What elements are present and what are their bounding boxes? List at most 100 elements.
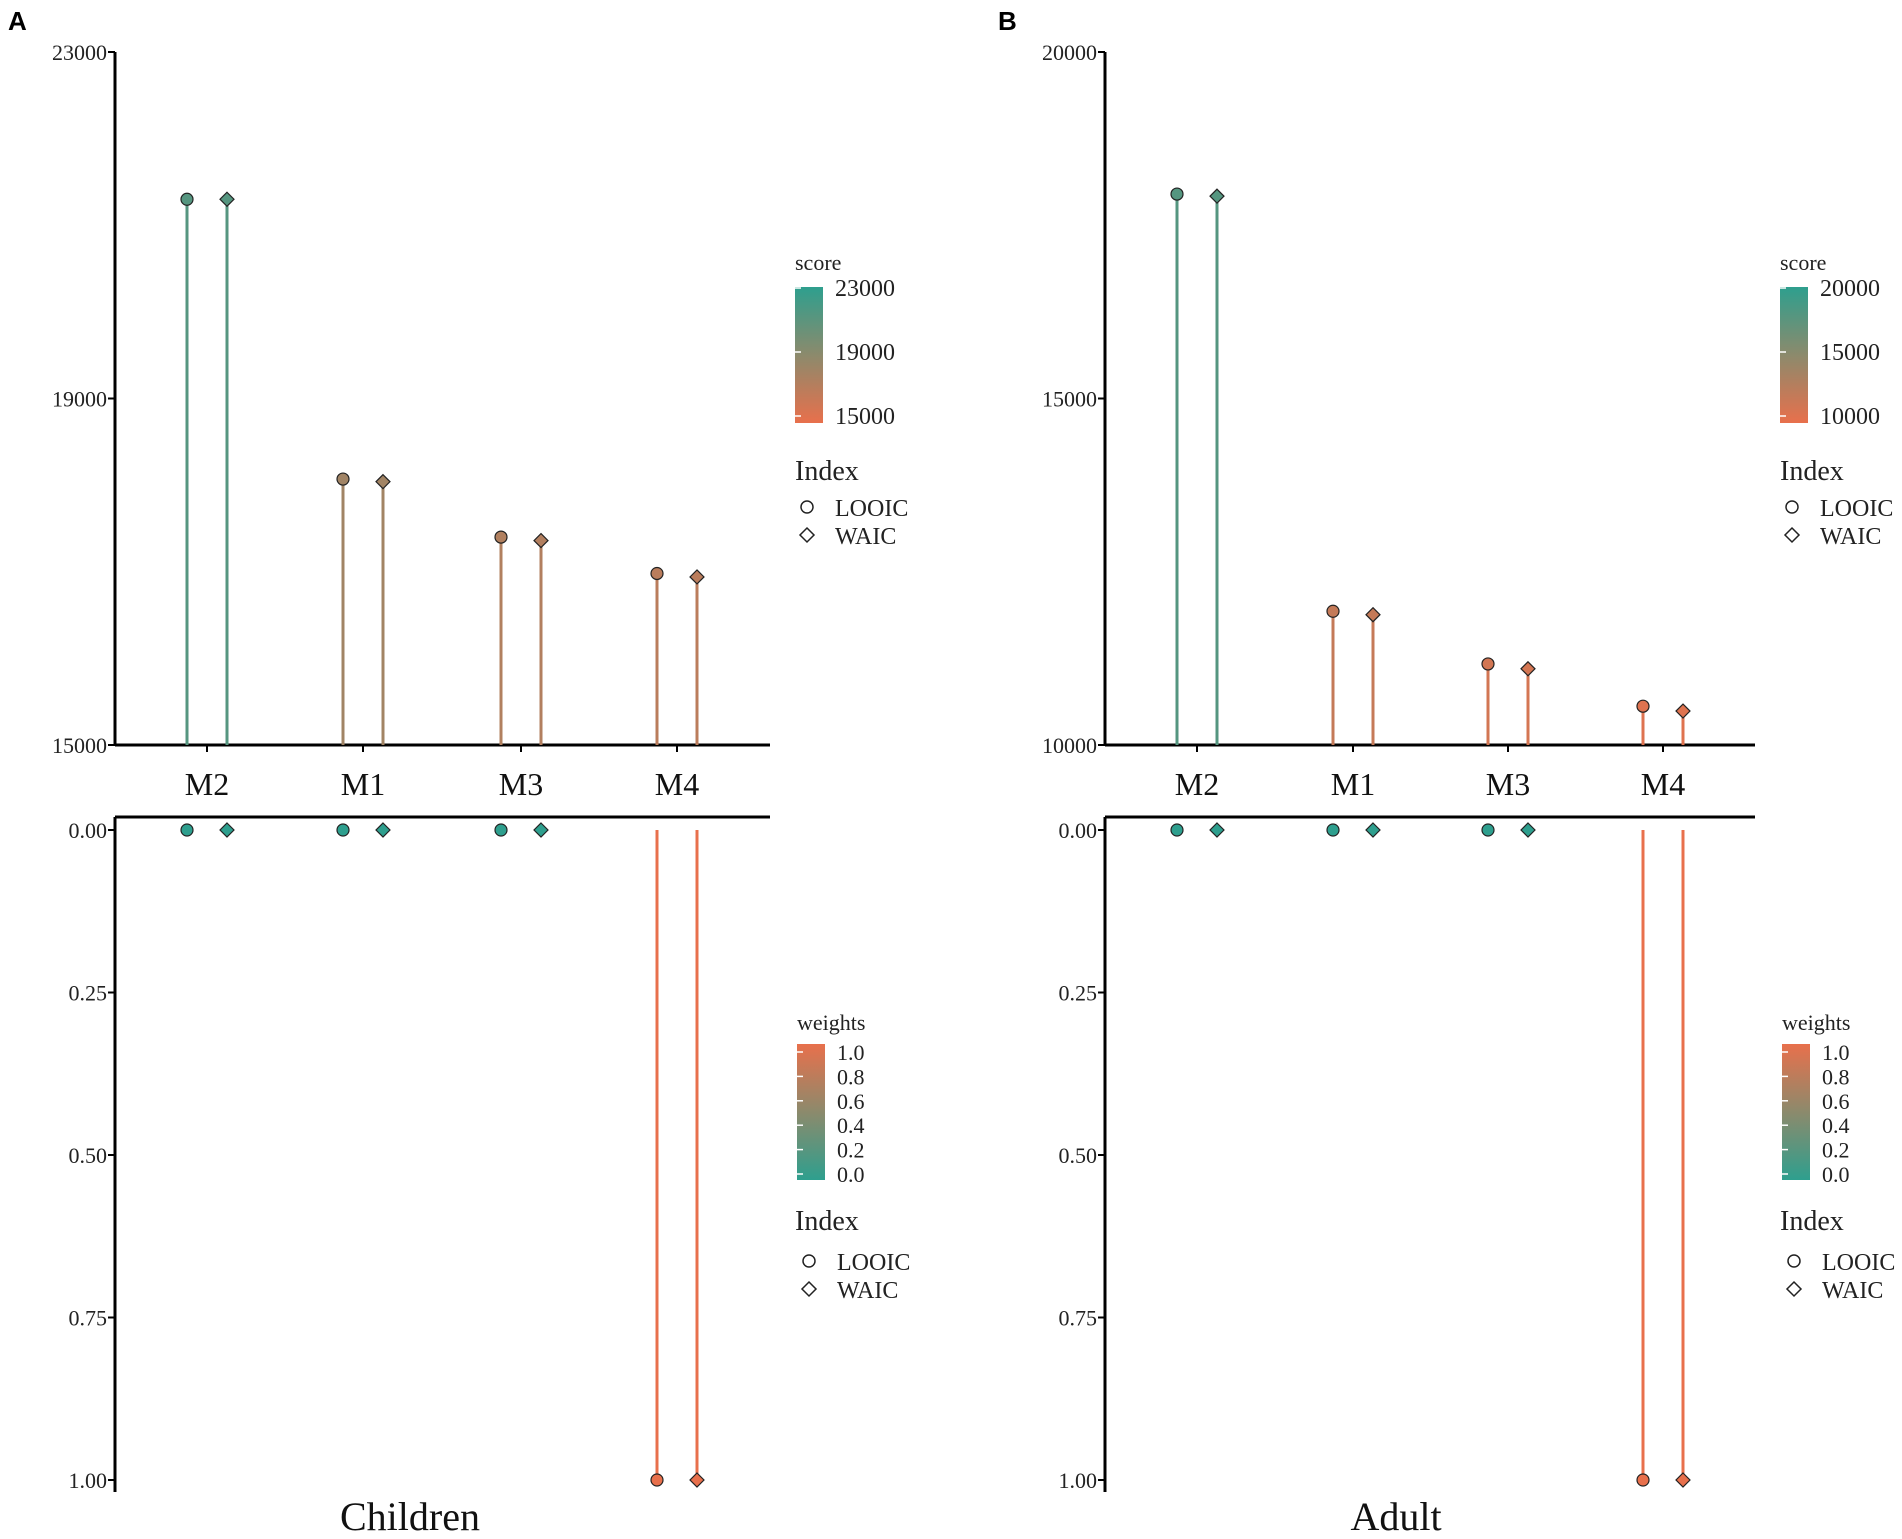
score-point-waic: [1520, 660, 1536, 677]
score-point-waic: [1675, 703, 1691, 719]
score-y-tick-label: 23000: [52, 40, 107, 65]
weights-y-tick-label: 0.00: [1059, 818, 1098, 843]
score-plot: 10000 15000 20000 M2 M1 M3 M4: [1042, 40, 1755, 802]
legend-index-label: WAIC: [1822, 1278, 1883, 1304]
score-point-waic: [375, 473, 391, 490]
score-y-tick-label: 15000: [52, 733, 107, 758]
score-point-looic: [180, 192, 194, 206]
weights-plot: 0.00 0.25 0.50 0.75 1.00: [1059, 815, 1755, 1493]
weights-point-waic: [1365, 822, 1381, 838]
legend-weights-label: 0.0: [837, 1162, 865, 1187]
legend-score-label: 19000: [835, 340, 895, 366]
weights-point-waic: [1520, 822, 1536, 838]
score-point-waic: [533, 532, 549, 549]
legend-circle-icon: [1785, 500, 1799, 514]
weights-point-looic: [1481, 823, 1495, 837]
legend-index-title: Index: [1780, 456, 1844, 487]
legend-index-title: Index: [795, 1206, 859, 1237]
weights-colorbar: [1782, 1044, 1810, 1180]
weights-point-looic: [336, 823, 350, 837]
legend-score-title: score: [1780, 250, 1826, 275]
score-y-tick-label: 10000: [1042, 733, 1097, 758]
weights-point-looic: [650, 1473, 664, 1487]
score-point-waic: [1365, 606, 1381, 623]
score-y-tick-label: 15000: [1042, 387, 1097, 412]
category-label: M4: [655, 766, 699, 802]
legend-score-label: 10000: [1820, 404, 1880, 430]
score-y-tick-label: 20000: [1042, 40, 1097, 65]
score-point-looic: [1170, 187, 1184, 201]
legend-circle-icon: [802, 1254, 816, 1268]
legend-weights-label: 0.2: [1822, 1138, 1850, 1163]
weights-point-waic: [219, 822, 235, 838]
legend-score-label: 15000: [835, 404, 895, 430]
weights-y-tick-label: 1.00: [1059, 1468, 1098, 1493]
legend-score-label: 20000: [1820, 276, 1880, 302]
legend-diamond-icon: [1783, 526, 1801, 544]
weights-point-looic: [180, 823, 194, 837]
weights-y-tick-label: 0.50: [1059, 1143, 1098, 1168]
weights-point-waic: [689, 1472, 705, 1488]
legend-diamond-icon: [798, 526, 816, 544]
weights-point-looic: [1326, 823, 1340, 837]
weights-point-waic: [1209, 822, 1225, 838]
category-label: M3: [499, 766, 543, 802]
legend-weights-label: 0.6: [837, 1089, 865, 1114]
legend-circle-icon: [800, 500, 814, 514]
category-label: M1: [1331, 766, 1375, 802]
legend-index-label: WAIC: [835, 524, 896, 550]
legend-index-label: WAIC: [1820, 524, 1881, 550]
score-point-looic: [1636, 699, 1650, 713]
panel-letter: B: [998, 6, 1017, 36]
legend-diamond-icon: [800, 1280, 818, 1298]
legend-weights-label: 0.0: [1822, 1162, 1850, 1187]
weights-point-waic: [375, 822, 391, 838]
weights-y-tick-label: 0.75: [69, 1306, 108, 1331]
score-point-waic: [689, 569, 705, 585]
group-label: Adult: [1350, 1494, 1441, 1539]
score-colorbar: [1780, 287, 1808, 423]
legend-weights-label: 1.0: [837, 1040, 865, 1065]
weights-y-tick-label: 1.00: [69, 1468, 108, 1493]
legend-weights-label: 0.8: [1822, 1064, 1850, 1089]
legend-score-label: 23000: [835, 276, 895, 302]
weights-y-tick-label: 0.25: [1059, 981, 1098, 1006]
legend-index-label: WAIC: [837, 1278, 898, 1304]
score-point-looic: [1326, 604, 1340, 618]
legend-weights-title: weights: [797, 1010, 865, 1035]
weights-point-waic: [1675, 1472, 1691, 1488]
category-label: M2: [185, 766, 229, 802]
legend-weights-label: 0.4: [837, 1113, 865, 1138]
weights-point-looic: [494, 823, 508, 837]
score-y-tick-label: 19000: [52, 387, 107, 412]
score-point-looic: [494, 530, 508, 544]
weights-y-tick-label: 0.50: [69, 1143, 108, 1168]
category-label: M1: [341, 766, 385, 802]
weights-y-tick-label: 0.00: [69, 818, 108, 843]
panel-b: B 10000 15000 20000 M2 M1 M3 M4 0.00 0.25 0.50 0.75…: [998, 6, 1895, 1539]
legend-weights-label: 0.4: [1822, 1113, 1850, 1138]
weights-colorbar: [797, 1044, 825, 1180]
legends: score230001900015000IndexLOOICWAICweight…: [795, 250, 910, 1304]
legend-diamond-icon: [1785, 1280, 1803, 1298]
category-label: M3: [1486, 766, 1530, 802]
group-label: Children: [340, 1494, 480, 1539]
legends: score200001500010000IndexLOOICWAICweight…: [1780, 250, 1895, 1304]
legend-score-label: 15000: [1820, 340, 1880, 366]
weights-y-tick-label: 0.25: [69, 981, 108, 1006]
legend-score-title: score: [795, 250, 841, 275]
category-label: M4: [1641, 766, 1685, 802]
weights-point-looic: [1170, 823, 1184, 837]
legend-weights-label: 0.8: [837, 1064, 865, 1089]
score-point-looic: [650, 566, 664, 581]
score-point-waic: [1209, 188, 1225, 204]
panel-letter: A: [8, 6, 27, 36]
score-point-looic: [1481, 657, 1495, 671]
legend-weights-label: 0.6: [1822, 1089, 1850, 1114]
legend-index-label: LOOIC: [1820, 496, 1893, 522]
panel-a: A 15000 19000 23000 M2 M1 M3 M4 0.00 0.25 0.50 0.75…: [8, 6, 910, 1539]
weights-y-tick-label: 0.75: [1059, 1306, 1098, 1331]
legend-index-label: LOOIC: [835, 496, 908, 522]
legend-index-label: LOOIC: [837, 1250, 910, 1276]
